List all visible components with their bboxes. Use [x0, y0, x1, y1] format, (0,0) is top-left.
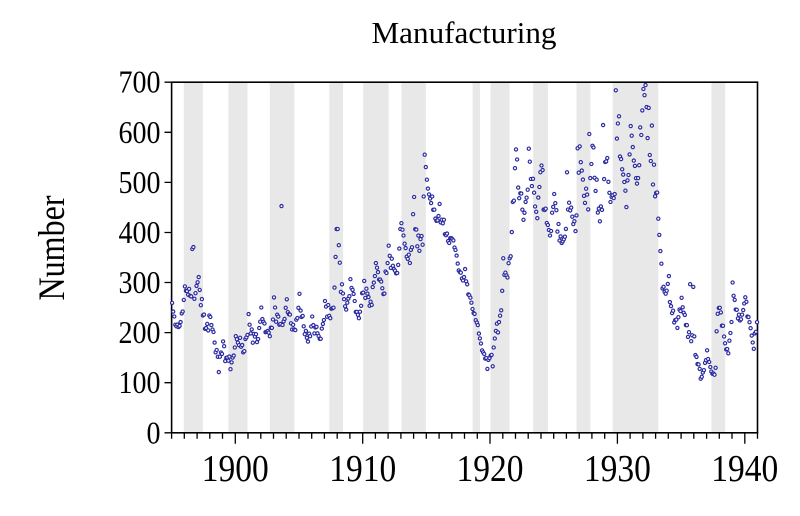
svg-text:1900: 1900 — [202, 448, 269, 490]
svg-text:1940: 1940 — [711, 448, 778, 490]
svg-text:200: 200 — [119, 314, 161, 350]
svg-text:600: 600 — [119, 114, 161, 150]
svg-text:300: 300 — [119, 264, 161, 300]
svg-text:500: 500 — [119, 164, 161, 200]
svg-text:1920: 1920 — [457, 448, 524, 490]
svg-text:400: 400 — [119, 214, 161, 250]
svg-text:Manufacturing: Manufacturing — [372, 16, 557, 50]
svg-text:700: 700 — [119, 64, 161, 100]
svg-text:Number: Number — [32, 196, 73, 301]
svg-text:1910: 1910 — [329, 448, 396, 490]
svg-text:100: 100 — [119, 364, 161, 400]
svg-text:0: 0 — [147, 414, 161, 450]
svg-text:1930: 1930 — [584, 448, 651, 490]
